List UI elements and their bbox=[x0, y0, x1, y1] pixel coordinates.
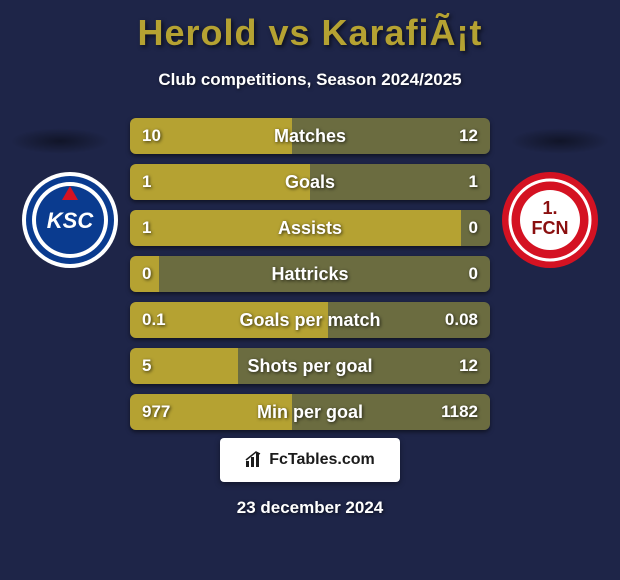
comparison-subtitle: Club competitions, Season 2024/2025 bbox=[0, 70, 620, 90]
team-left-shadow bbox=[10, 128, 110, 154]
stat-label: Shots per goal bbox=[130, 348, 490, 384]
stats-container: 1012Matches 11Goals 10Assists 00Hattricks 0.… bbox=[130, 118, 490, 440]
stat-label: Assists bbox=[130, 210, 490, 246]
team-left-badge: KSC bbox=[20, 170, 120, 270]
chart-icon bbox=[245, 451, 263, 469]
stat-row: 9771182Min per goal bbox=[130, 394, 490, 430]
stat-label: Goals per match bbox=[130, 302, 490, 338]
svg-text:KSC: KSC bbox=[47, 208, 95, 233]
stat-row: 11Goals bbox=[130, 164, 490, 200]
branding-badge: FcTables.com bbox=[220, 438, 400, 482]
stat-row: 00Hattricks bbox=[130, 256, 490, 292]
ksc-badge-icon: KSC bbox=[20, 170, 120, 270]
team-right-badge: 1. FCN bbox=[500, 170, 600, 270]
stat-row: 1012Matches bbox=[130, 118, 490, 154]
svg-text:1.: 1. bbox=[542, 198, 557, 218]
stat-row: 0.10.08Goals per match bbox=[130, 302, 490, 338]
stat-row: 512Shots per goal bbox=[130, 348, 490, 384]
stat-label: Hattricks bbox=[130, 256, 490, 292]
stat-label: Matches bbox=[130, 118, 490, 154]
stat-row: 10Assists bbox=[130, 210, 490, 246]
branding-text: FcTables.com bbox=[269, 451, 375, 469]
stat-label: Goals bbox=[130, 164, 490, 200]
team-right-shadow bbox=[510, 128, 610, 154]
comparison-title: Herold vs KarafiÃ¡t bbox=[0, 0, 620, 54]
svg-text:FCN: FCN bbox=[532, 218, 569, 238]
stat-label: Min per goal bbox=[130, 394, 490, 430]
comparison-date: 23 december 2024 bbox=[0, 498, 620, 518]
fcn-badge-icon: 1. FCN bbox=[500, 170, 600, 270]
